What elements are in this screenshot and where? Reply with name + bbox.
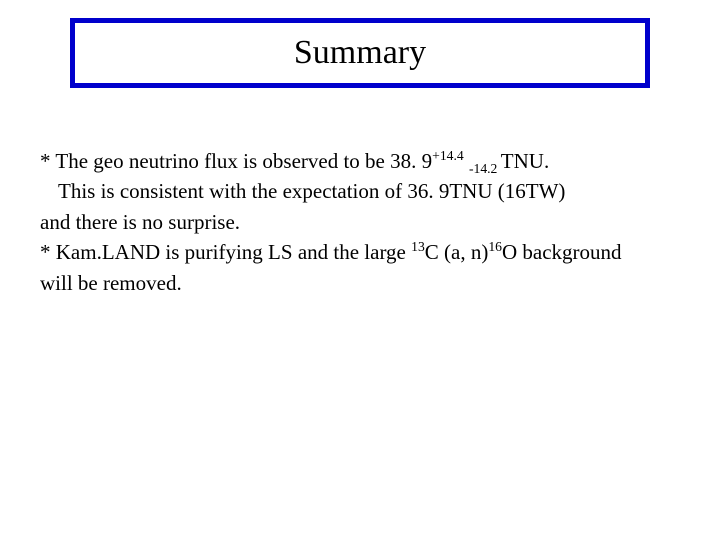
line4-superscript-2: 16 [488,239,502,254]
line-5: will be removed. [40,268,680,298]
line5-text: will be removed. [40,271,182,295]
line1-superscript: +14.4 [432,148,464,163]
title-box: Summary [70,18,650,88]
title-text: Summary [294,34,426,72]
body-content: * The geo neutrino flux is observed to b… [40,146,680,298]
line-1: * The geo neutrino flux is observed to b… [40,146,680,176]
line4-part-c: O background [502,240,622,264]
line4-superscript-1: 13 [411,239,425,254]
line4-part-a: * Kam.LAND is purifying LS and the large [40,240,411,264]
line-3: and there is no surprise. [40,207,680,237]
line4-part-b: C (a, n) [425,240,489,264]
line1-part-a: * The geo neutrino flux is observed to b… [40,149,432,173]
line-4: * Kam.LAND is purifying LS and the large… [40,237,680,267]
line1-part-c: TNU. [501,149,549,173]
line-2: This is consistent with the expectation … [40,176,680,206]
line3-text: and there is no surprise. [40,210,240,234]
line2-text: This is consistent with the expectation … [58,179,565,203]
line1-subscript: -14.2 [469,161,501,176]
